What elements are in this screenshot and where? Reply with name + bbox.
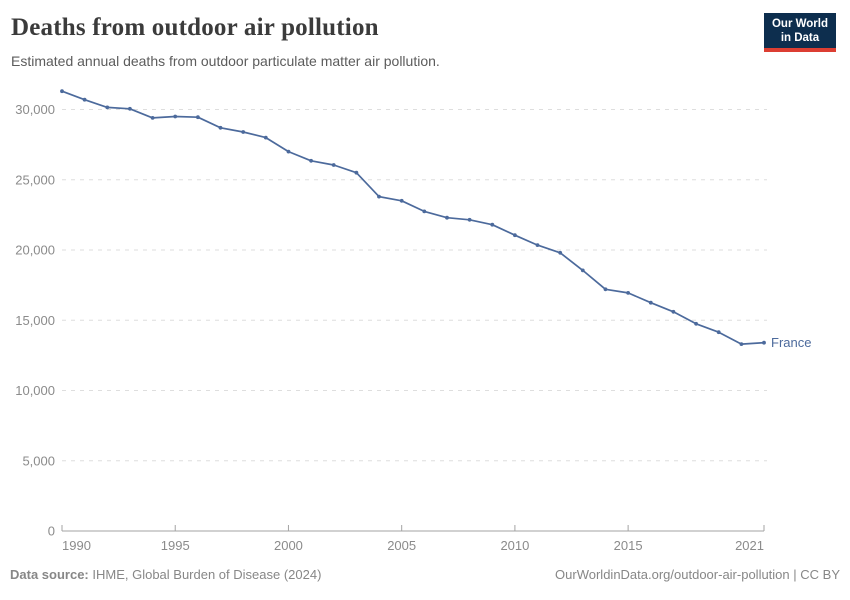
chart-canvas[interactable]: 0 5,000 10,000 15,000 20,000 25,000 30,000 1990… (0, 80, 850, 560)
data-point-marker[interactable] (671, 309, 676, 314)
data-point-marker[interactable] (467, 217, 472, 222)
data-point-marker[interactable] (354, 170, 359, 175)
owid-logo-line1: Our World (771, 18, 828, 30)
data-point-marker[interactable] (535, 243, 540, 248)
data-point-marker[interactable] (82, 97, 87, 102)
series-line-france[interactable] (61, 90, 765, 345)
data-point-marker[interactable] (377, 194, 381, 199)
data-point-marker[interactable] (716, 330, 721, 335)
data-point-marker[interactable] (490, 222, 495, 227)
data-point-marker[interactable] (399, 198, 404, 203)
data-point-marker[interactable] (603, 287, 608, 292)
data-point-marker[interactable] (626, 291, 630, 295)
data-point-marker[interactable] (127, 106, 132, 111)
x-axis-label: 1995 (161, 538, 190, 553)
y-axis-label: 20,000 (15, 243, 55, 258)
x-axis-label: 2005 (387, 538, 416, 553)
data-point-marker[interactable] (218, 125, 223, 130)
footer-license: CC BY (800, 567, 840, 582)
x-axis-label: 1990 (62, 538, 91, 553)
data-point-marker[interactable] (60, 89, 64, 94)
y-axis-label: 30,000 (15, 102, 55, 117)
data-source-value: IHME, Global Burden of Disease (2024) (88, 567, 322, 582)
footer-right: OurWorldinData.org/outdoor-air-pollution… (555, 567, 840, 582)
data-point-marker[interactable] (331, 163, 336, 167)
x-axis-label: 2000 (274, 538, 303, 553)
chart-footer: Data source: IHME, Global Burden of Dise… (10, 567, 840, 582)
x-axis-label: 2015 (614, 538, 643, 553)
series-end-label[interactable]: France (771, 335, 811, 350)
data-point-marker[interactable] (558, 250, 563, 255)
data-point-marker[interactable] (694, 321, 698, 326)
footer-link[interactable]: OurWorldinData.org/outdoor-air-pollution (555, 567, 790, 582)
data-point-marker[interactable] (150, 116, 155, 120)
data-point-marker[interactable] (241, 130, 246, 134)
data-point-marker[interactable] (422, 209, 427, 214)
data-point-marker[interactable] (513, 233, 517, 238)
data-point-marker[interactable] (445, 215, 449, 220)
data-point-marker[interactable] (263, 135, 268, 140)
y-axis-label: 5,000 (22, 453, 55, 468)
data-source: Data source: IHME, Global Burden of Dise… (10, 567, 321, 582)
chart-subtitle: Estimated annual deaths from outdoor par… (11, 53, 440, 69)
y-axis-label: 0 (48, 524, 55, 539)
y-axis-label: 25,000 (15, 172, 55, 187)
y-axis-label: 10,000 (15, 383, 55, 398)
x-axis-label: 2010 (500, 538, 529, 553)
data-point-marker[interactable] (196, 115, 200, 120)
data-point-marker[interactable] (762, 340, 766, 345)
y-axis-label: 15,000 (15, 313, 55, 328)
data-point-marker[interactable] (173, 114, 178, 119)
data-point-marker[interactable] (739, 342, 744, 346)
page-title: Deaths from outdoor air pollution (11, 14, 379, 41)
data-point-marker[interactable] (648, 300, 653, 305)
data-point-marker[interactable] (580, 268, 585, 273)
data-point-marker[interactable] (105, 105, 110, 110)
x-axis-label: 2021 (735, 538, 764, 553)
footer-separator: | (789, 567, 801, 582)
data-source-label: Data source: (10, 567, 89, 582)
data-point-marker[interactable] (309, 158, 313, 163)
data-point-marker[interactable] (286, 149, 291, 154)
owid-logo-line2: in Data (780, 31, 820, 44)
owid-logo[interactable]: Our World in Data (763, 13, 836, 52)
